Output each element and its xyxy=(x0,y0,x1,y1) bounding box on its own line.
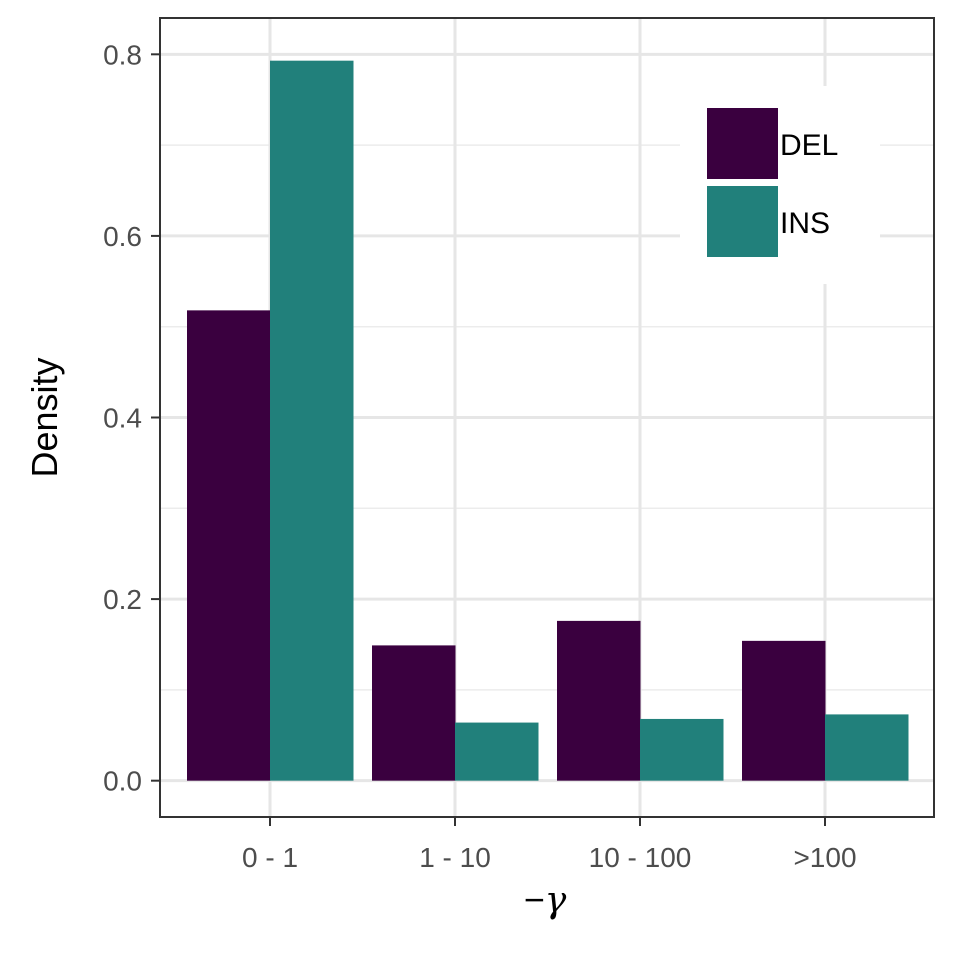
y-tick-label: 0.0 xyxy=(103,766,142,797)
legend-key-ins xyxy=(707,186,778,257)
bar-ins-1 xyxy=(455,722,539,781)
y-axis-title: Density xyxy=(24,357,65,477)
bar-del-0 xyxy=(187,310,271,781)
bar-ins-2 xyxy=(640,718,724,781)
y-tick-label: 0.6 xyxy=(103,221,142,252)
y-tick-label: 0.2 xyxy=(103,584,142,615)
x-axis-title: −γ xyxy=(524,879,567,921)
x-tick-label: 10 - 100 xyxy=(589,842,692,873)
legend-label-ins: INS xyxy=(780,207,830,240)
x-tick-label: >100 xyxy=(793,842,856,873)
bar-del-1 xyxy=(372,645,456,781)
x-axis-title-gamma: γ xyxy=(545,880,567,921)
legend-label-del: DEL xyxy=(780,129,838,162)
bar-ins-0 xyxy=(270,60,354,781)
y-tick-label: 0.8 xyxy=(103,39,142,70)
axes: 0.0 0.2 0.4 0.6 0.8 0 - 1 1 - 10 10 - 100 >100 xyxy=(103,39,856,873)
bar-ins-3 xyxy=(825,714,909,781)
y-tick-label: 0.4 xyxy=(103,403,142,434)
bar-del-3 xyxy=(742,640,826,781)
x-tick-label: 0 - 1 xyxy=(242,842,298,873)
x-axis-title-minus: − xyxy=(524,879,545,920)
legend: DEL INS xyxy=(680,86,880,284)
bars xyxy=(187,60,909,781)
x-tick-label: 1 - 10 xyxy=(419,842,491,873)
bar-del-2 xyxy=(557,620,641,781)
legend-key-del xyxy=(707,108,778,179)
